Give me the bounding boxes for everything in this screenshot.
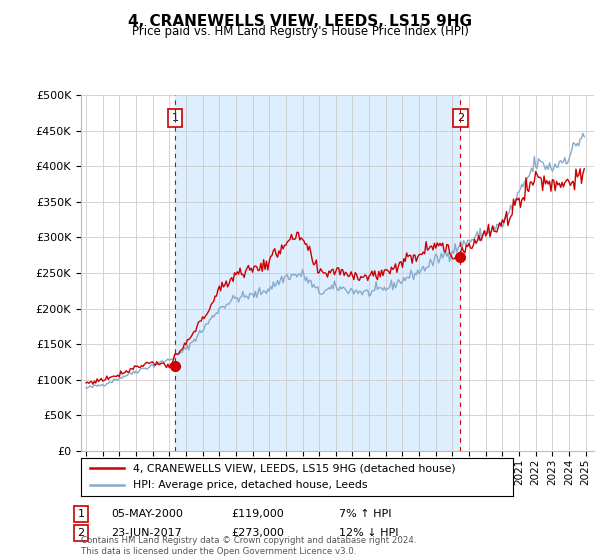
Text: 1: 1	[172, 113, 179, 123]
Text: HPI: Average price, detached house, Leeds: HPI: Average price, detached house, Leed…	[133, 480, 367, 490]
Text: 05-MAY-2000: 05-MAY-2000	[111, 509, 183, 519]
Text: 23-JUN-2017: 23-JUN-2017	[111, 528, 182, 538]
Text: Contains HM Land Registry data © Crown copyright and database right 2024.
This d: Contains HM Land Registry data © Crown c…	[81, 536, 416, 556]
Text: 1: 1	[77, 509, 85, 519]
Text: 2: 2	[457, 113, 464, 123]
Text: 7% ↑ HPI: 7% ↑ HPI	[339, 509, 391, 519]
Text: 2: 2	[77, 528, 85, 538]
Text: 12% ↓ HPI: 12% ↓ HPI	[339, 528, 398, 538]
Text: Price paid vs. HM Land Registry's House Price Index (HPI): Price paid vs. HM Land Registry's House …	[131, 25, 469, 38]
Text: £273,000: £273,000	[231, 528, 284, 538]
Text: 4, CRANEWELLS VIEW, LEEDS, LS15 9HG: 4, CRANEWELLS VIEW, LEEDS, LS15 9HG	[128, 14, 472, 29]
Text: £119,000: £119,000	[231, 509, 284, 519]
Text: 4, CRANEWELLS VIEW, LEEDS, LS15 9HG (detached house): 4, CRANEWELLS VIEW, LEEDS, LS15 9HG (det…	[133, 463, 455, 473]
Bar	[175, 95, 460, 451]
